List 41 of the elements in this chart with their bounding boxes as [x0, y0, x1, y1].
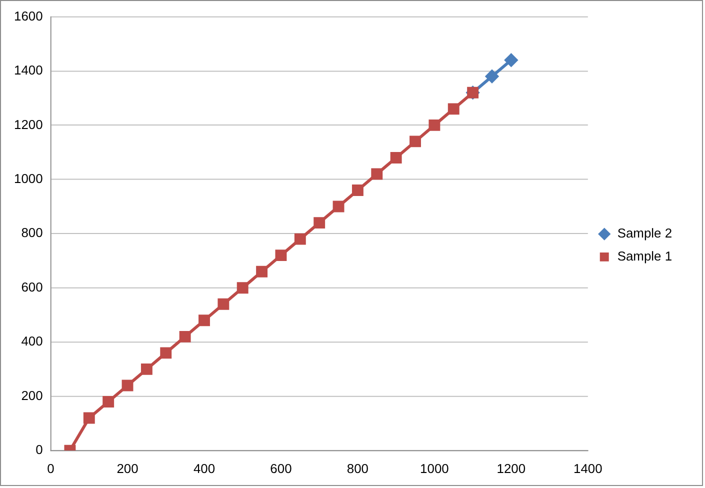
x-tick-label: 1200: [496, 460, 526, 476]
point: [371, 168, 383, 180]
y-tick-label: 0: [36, 442, 43, 458]
point: [256, 266, 268, 278]
legend-label: Sample 2: [617, 226, 672, 241]
y-tick-label: 800: [21, 225, 43, 240]
point: [294, 233, 306, 245]
y-tick-label: 200: [21, 388, 43, 403]
point: [504, 54, 518, 67]
x-tick-label: 0: [47, 460, 54, 476]
point: [486, 70, 498, 83]
y-tick-label: 1000: [14, 170, 43, 186]
point: [179, 330, 191, 342]
point: [83, 412, 95, 424]
point: [314, 217, 326, 229]
point: [390, 152, 402, 164]
x-tick-label: 800: [346, 460, 369, 476]
x-tick-label: 600: [270, 460, 292, 476]
point: [448, 103, 460, 115]
point: [236, 282, 248, 294]
y-tick-label: 1200: [14, 116, 43, 132]
point: [218, 298, 230, 310]
x-tick-label: 1400: [574, 460, 602, 476]
x-tick-label: 400: [193, 460, 216, 476]
point: [140, 363, 152, 375]
point: [352, 184, 364, 196]
y-tick-label: 1400: [14, 62, 43, 78]
point: [410, 136, 421, 148]
y-tick-label: 400: [21, 334, 43, 349]
point: [160, 347, 172, 359]
point: [102, 396, 114, 408]
point: [428, 119, 440, 131]
point: [275, 250, 287, 262]
point: [332, 200, 344, 212]
y-tick-label: 600: [21, 279, 43, 294]
point: [198, 314, 210, 326]
x-tick-label: 1000: [420, 460, 449, 476]
legend-label: Sample 1: [617, 248, 672, 264]
x-tick-label: 200: [116, 460, 138, 476]
y-tick-label: 1600: [14, 8, 43, 24]
point: [122, 380, 134, 392]
